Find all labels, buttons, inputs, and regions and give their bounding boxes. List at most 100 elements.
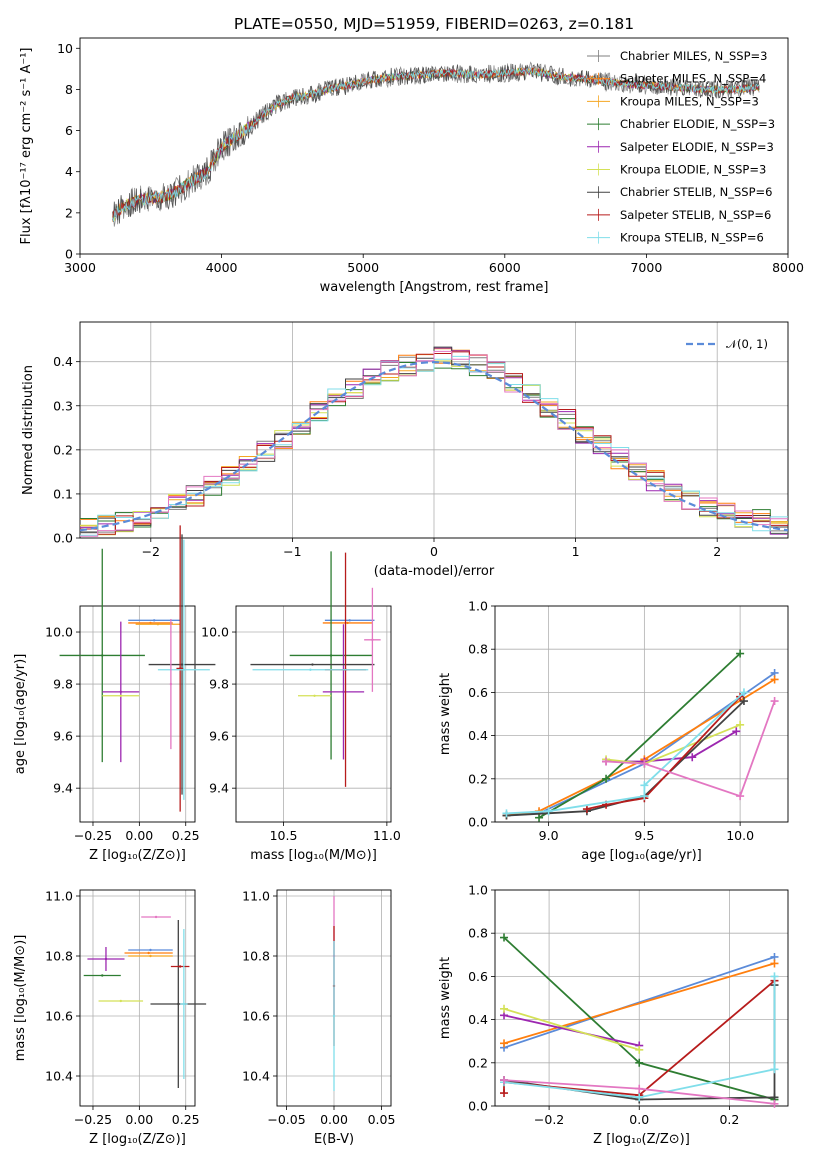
- y-tick-label: 9.8: [53, 677, 73, 692]
- data-point: [182, 1002, 186, 1006]
- plot-frame: [79, 321, 789, 539]
- y-tick-label: 1.0: [468, 883, 488, 898]
- y-tick-label: 9.6: [209, 729, 229, 744]
- data-point: [309, 668, 312, 671]
- x-tick-label: 3000: [64, 260, 96, 275]
- plus-marker: [640, 781, 649, 790]
- subplot-2: −2 −1 0 1 2 0.0 0.1 0.2 0.3 0.4 (data-model)/error…: [21, 321, 789, 579]
- y-tick-label: 10: [57, 41, 73, 56]
- x-tick-label: −0.2: [534, 1112, 564, 1127]
- y-axis-label: mass weight: [438, 957, 453, 1039]
- y-tick-label: 10.4: [242, 1069, 270, 1084]
- legend-entry: Salpeter STELIB, N_SSP=6: [620, 208, 771, 222]
- x-tick-label: 5000: [347, 260, 379, 275]
- legend-entry: Salpeter MILES, N_SSP=4: [620, 72, 766, 86]
- plus-marker: [635, 1093, 644, 1102]
- plus-marker: [500, 1089, 509, 1098]
- y-tick-label: 1.0: [468, 599, 488, 614]
- legend-entry: Kroupa MILES, N_SSP=3: [620, 94, 759, 108]
- x-axis-label: age [log₁₀(age/yr)]: [581, 848, 702, 863]
- series-line: [586, 696, 741, 810]
- plus-marker: [582, 805, 591, 814]
- x-tick-label: 10.5: [270, 828, 298, 843]
- data-point: [154, 915, 158, 919]
- x-tick-label: −2: [142, 544, 160, 559]
- y-tick-label: 0.2: [468, 771, 488, 786]
- x-axis-label: wavelength [Angstrom, rest frame]: [320, 280, 549, 295]
- series-line: [503, 1007, 640, 1051]
- plus-marker: [732, 727, 741, 736]
- y-tick-label: 0.8: [468, 926, 488, 941]
- x-tick-label: 11.0: [373, 828, 401, 843]
- x-tick-label: −0.05: [267, 1112, 305, 1127]
- normal-curve: [80, 360, 788, 532]
- subplot-8: −0.2 0.0 0.2 0.0 0.2 0.4 0.6 0.8 1.0 Z [log₁₀(Z/Z…: [438, 883, 789, 1147]
- plus-marker: [688, 753, 697, 762]
- data-point: [156, 623, 160, 626]
- x-tick-label: 0: [430, 544, 438, 559]
- x-axis-label: (data-model)/error: [374, 564, 495, 579]
- plus-marker: [770, 972, 779, 981]
- plus-marker: [544, 807, 553, 816]
- plus-marker: [770, 697, 779, 706]
- subplot-3: −0.25 0.00 0.25 9.4 9.6 9.8 10.0 Z [log₁₀(Z/Z⊙)…: [13, 525, 216, 863]
- series-line: [606, 700, 776, 798]
- y-tick-label: 0.3: [53, 398, 73, 413]
- x-tick-label: 0.25: [172, 1112, 200, 1127]
- x-tick-label: 0.00: [320, 1112, 348, 1127]
- y-tick-label: 11.0: [45, 889, 73, 904]
- subplot-4: 10.5 11.0 9.4 9.6 9.8 10.0 mass [log₁₀(M/M⊙)]: [201, 551, 401, 863]
- data-point: [313, 694, 316, 697]
- y-tick-label: 0.1: [53, 486, 73, 501]
- y-tick-label: 0.4: [468, 1012, 488, 1027]
- y-tick-label: 4: [65, 164, 73, 179]
- plus-marker: [770, 959, 779, 968]
- spectrum-lines: [112, 61, 760, 227]
- legend-entry: Chabrier MILES, N_SSP=3: [620, 49, 767, 63]
- plot-frame: [79, 37, 789, 255]
- y-tick-label: 9.8: [209, 677, 229, 692]
- plus-marker: [535, 813, 544, 822]
- plus-marker: [500, 1004, 509, 1013]
- data-point: [332, 1014, 336, 1018]
- spectrum-1: [112, 61, 760, 227]
- subplot-7: −0.05 0.00 0.05 10.4 10.6 10.8 11.0 E(B-V): [242, 889, 395, 1148]
- plus-marker: [770, 1099, 779, 1108]
- legend-entry: 𝒩(0, 1): [726, 337, 768, 351]
- data-point: [119, 999, 123, 1003]
- plus-marker: [635, 1084, 644, 1093]
- legend-entry: Chabrier STELIB, N_SSP=6: [620, 185, 772, 199]
- x-tick-label: 0.05: [368, 1112, 396, 1127]
- x-tick-label: 0.2: [719, 1112, 739, 1127]
- data-point: [119, 690, 123, 694]
- x-tick-label: 0.00: [125, 828, 153, 843]
- plot-frame: [79, 605, 196, 823]
- x-tick-label: 9.5: [634, 828, 654, 843]
- plus-marker: [635, 1045, 644, 1054]
- x-tick-label: −0.25: [74, 828, 112, 843]
- y-tick-label: 10.0: [201, 625, 229, 640]
- legend-entry: Kroupa STELIB, N_SSP=6: [620, 231, 764, 245]
- plus-marker: [640, 759, 649, 768]
- plus-marker: [770, 1065, 779, 1074]
- y-axis-label: mass weight: [438, 673, 453, 755]
- subplot-5: 9.0 9.5 10.0 0.0 0.2 0.4 0.6 0.8 1.0 age [log₁₀(a…: [438, 599, 789, 863]
- data-point: [348, 619, 351, 622]
- y-axis-label: mass [log₁₀(M/M⊙)]: [13, 935, 28, 1062]
- plus-marker: [500, 933, 509, 942]
- x-tick-label: 4000: [206, 260, 238, 275]
- series-line: [503, 980, 776, 1097]
- plus-marker: [739, 688, 748, 697]
- plus-marker: [640, 792, 649, 801]
- data-point: [182, 668, 186, 671]
- x-tick-label: 7000: [630, 260, 662, 275]
- data-point: [346, 621, 349, 625]
- y-tick-label: 10.6: [45, 1009, 73, 1024]
- legend-entry: Chabrier ELODIE, N_SSP=3: [620, 117, 775, 131]
- y-tick-label: 9.6: [53, 729, 73, 744]
- y-tick-label: 10.6: [242, 1009, 270, 1024]
- y-tick-label: 10.8: [45, 949, 73, 964]
- data-point: [119, 694, 123, 697]
- y-tick-label: 10.8: [242, 949, 270, 964]
- plus-marker: [736, 720, 745, 729]
